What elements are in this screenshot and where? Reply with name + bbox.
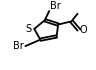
Text: Br: Br	[50, 1, 61, 11]
Text: S: S	[25, 24, 31, 34]
Text: Br: Br	[13, 41, 24, 51]
Text: O: O	[80, 25, 87, 35]
